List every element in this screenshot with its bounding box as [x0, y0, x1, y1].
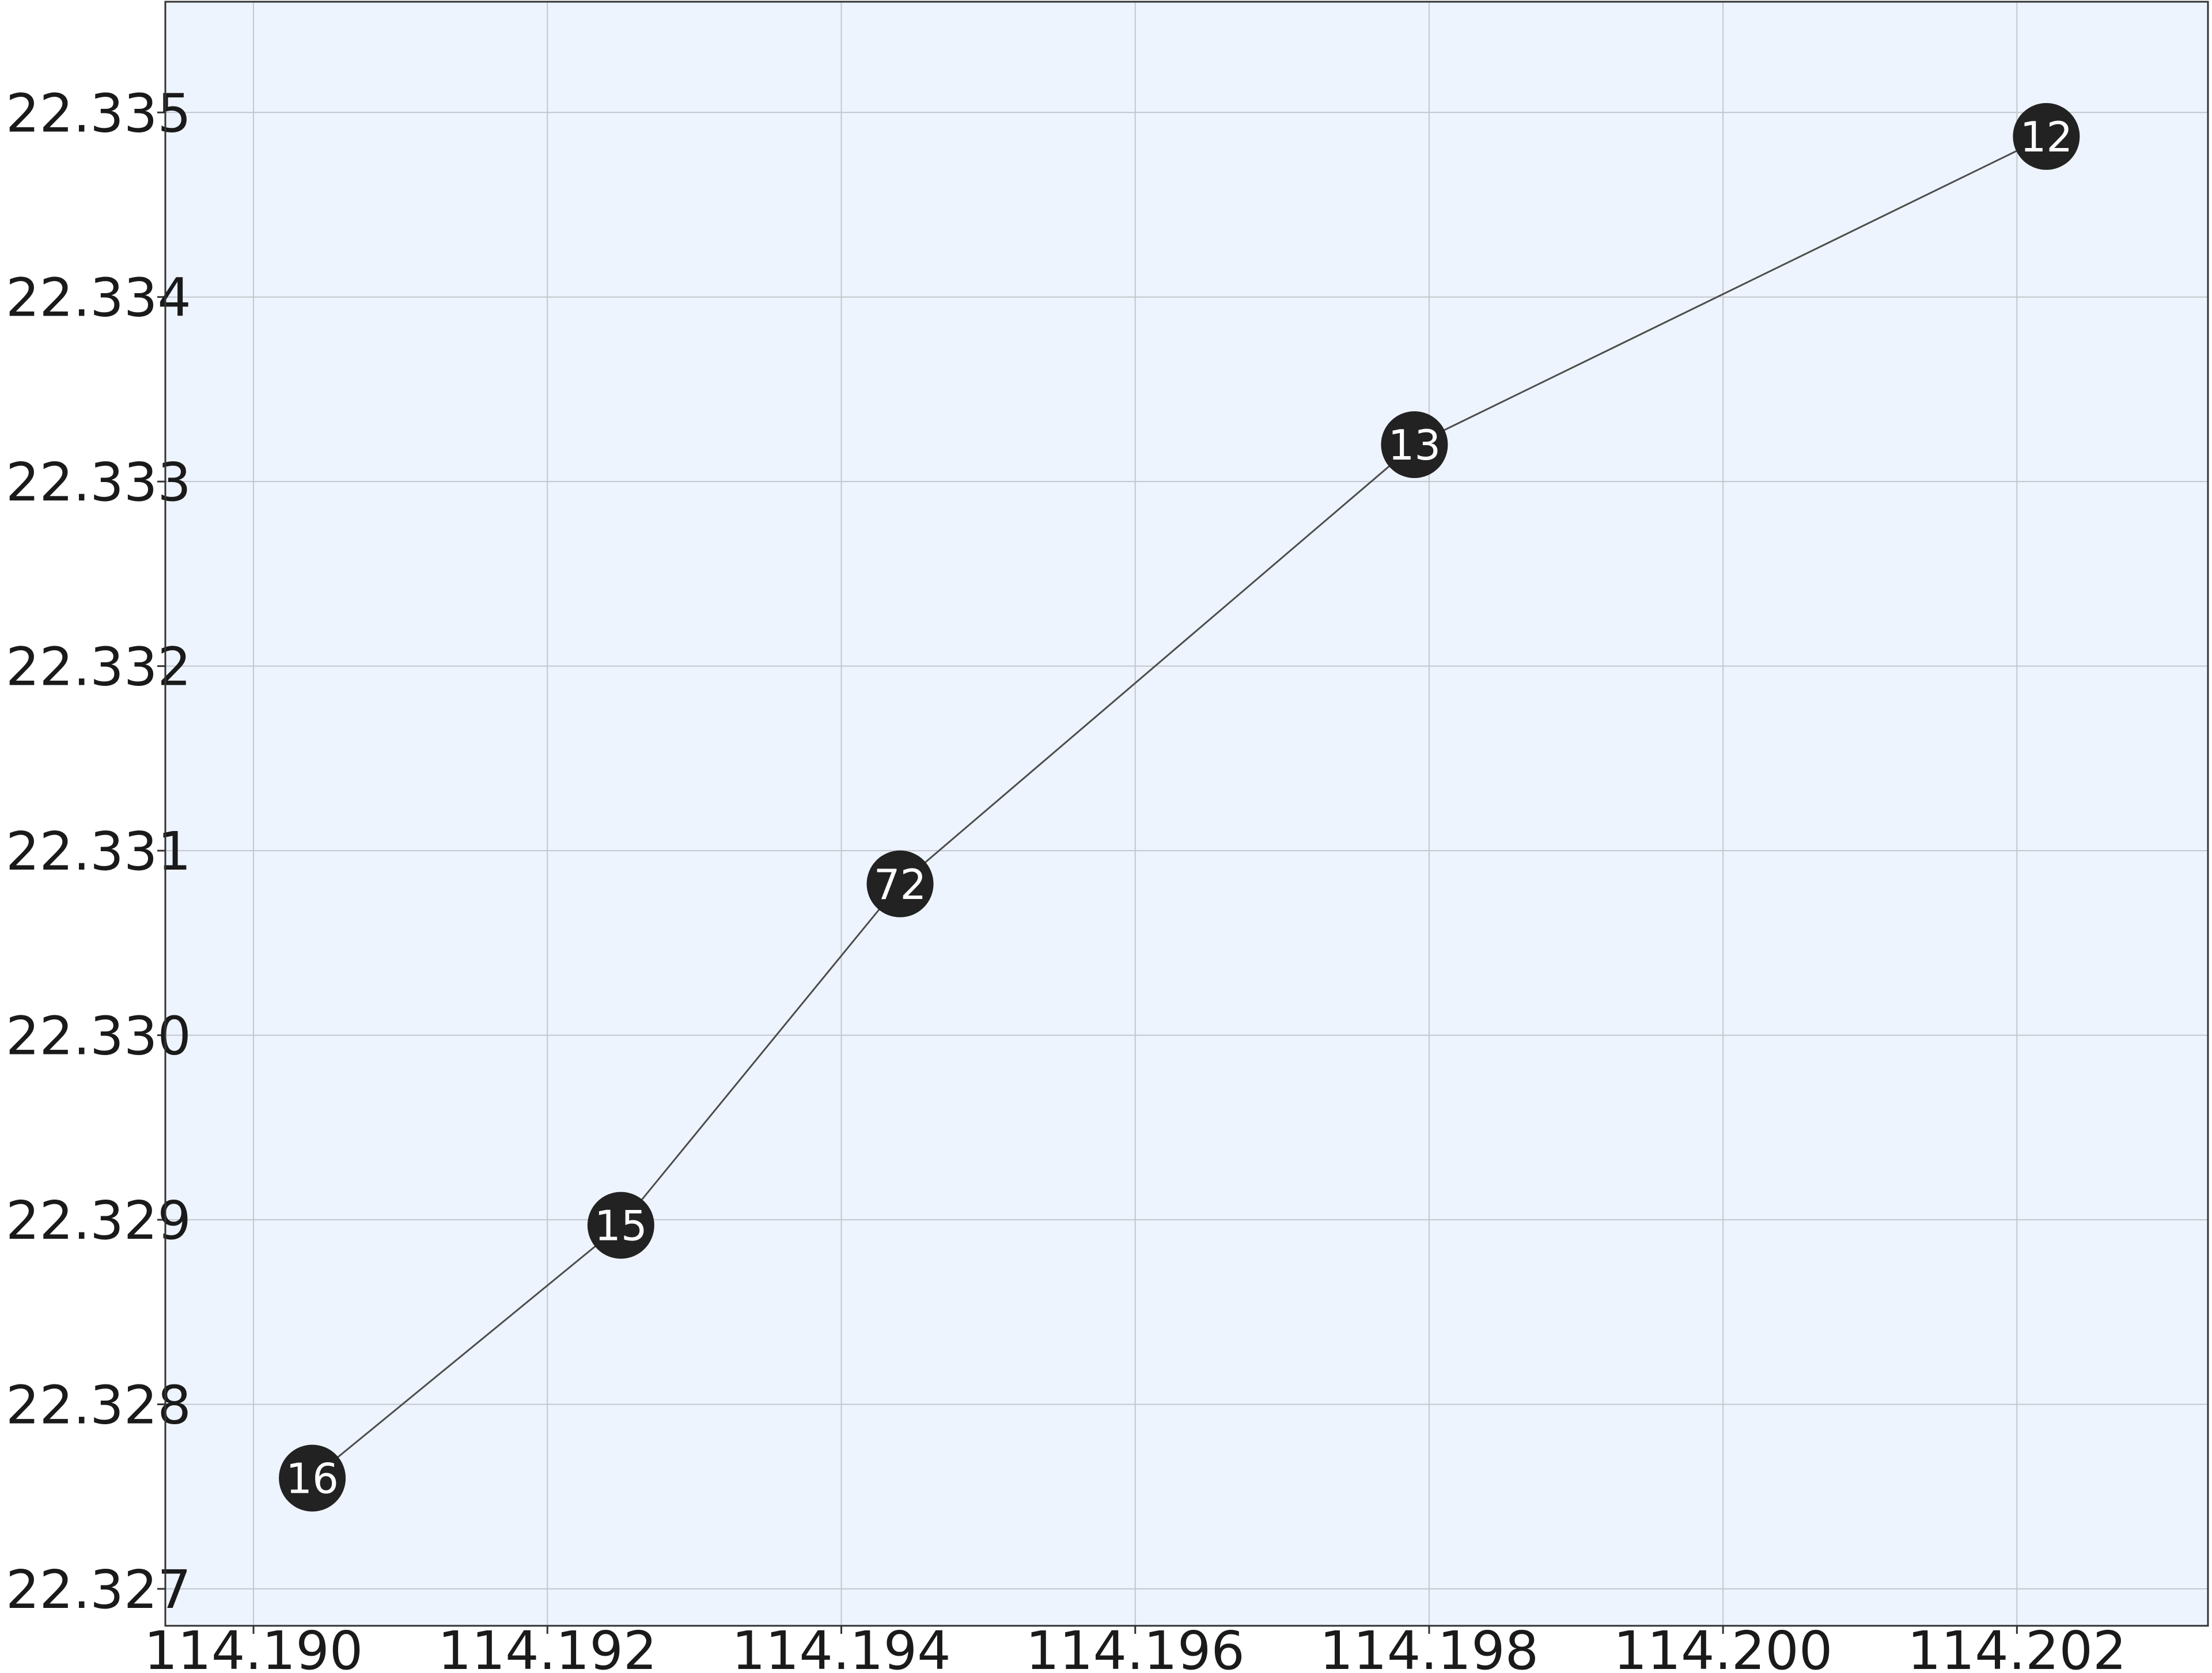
y-tick-label: 22.332	[6, 636, 191, 698]
data-point	[2013, 103, 2080, 170]
y-tick-label: 22.328	[6, 1374, 191, 1436]
x-tick-label: 114.194	[732, 1620, 950, 1673]
plot-frame	[164, 1, 2209, 1627]
data-point-label: 13	[1388, 421, 1441, 469]
data-point	[1381, 411, 1448, 479]
x-axis: 114.190 114.192 114.194 114.196 114.198 114.2…	[144, 1620, 2127, 1673]
x-tick-label: 114.192	[438, 1620, 657, 1673]
x-tick-label: 114.200	[1613, 1620, 1832, 1673]
data-point	[587, 1192, 654, 1259]
x-tick-label: 114.198	[1320, 1620, 1539, 1673]
data-point-label: 12	[2020, 113, 2073, 161]
y-tick-label: 22.327	[6, 1559, 191, 1621]
data-point	[866, 850, 934, 917]
y-tick-label: 22.330	[6, 1006, 191, 1067]
data-point	[279, 1444, 346, 1512]
x-tick-label: 114.196	[1025, 1620, 1244, 1673]
grid-lines	[165, 2, 2208, 1626]
data-point-label: 72	[874, 860, 927, 909]
plot-area	[165, 2, 2208, 1626]
y-tick-label: 22.335	[6, 82, 191, 144]
series: 16 15 72 13 12	[279, 103, 2080, 1512]
x-tick-label: 114.190	[144, 1620, 363, 1673]
data-point-label: 15	[594, 1202, 647, 1250]
y-axis: 22.327 22.328 22.329 22.330 22.331 22.332 22.3…	[6, 82, 191, 1621]
data-point-label: 16	[286, 1455, 339, 1503]
y-tick-label: 22.334	[6, 267, 191, 329]
y-tick-label: 22.333	[6, 452, 191, 513]
x-tick-label: 114.202	[1907, 1620, 2126, 1673]
y-tick-label: 22.329	[6, 1190, 191, 1251]
y-tick-label: 22.331	[6, 821, 191, 882]
